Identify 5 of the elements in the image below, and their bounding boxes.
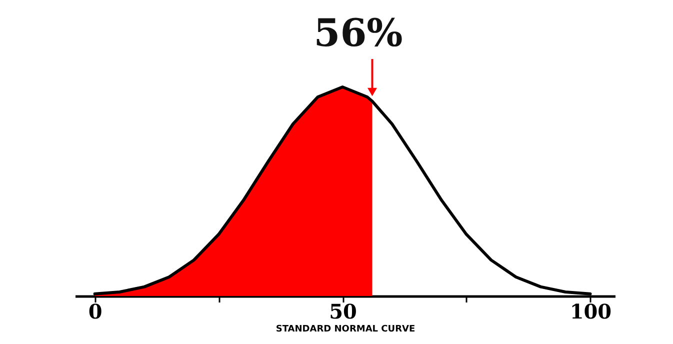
x-tick-label: 100	[570, 300, 612, 324]
annotation: 56%	[314, 10, 403, 56]
x-tick-label: 0	[88, 300, 102, 324]
x-tick-label: 50	[329, 300, 357, 324]
x-axis-title: STANDARD NORMAL CURVE	[276, 324, 416, 334]
